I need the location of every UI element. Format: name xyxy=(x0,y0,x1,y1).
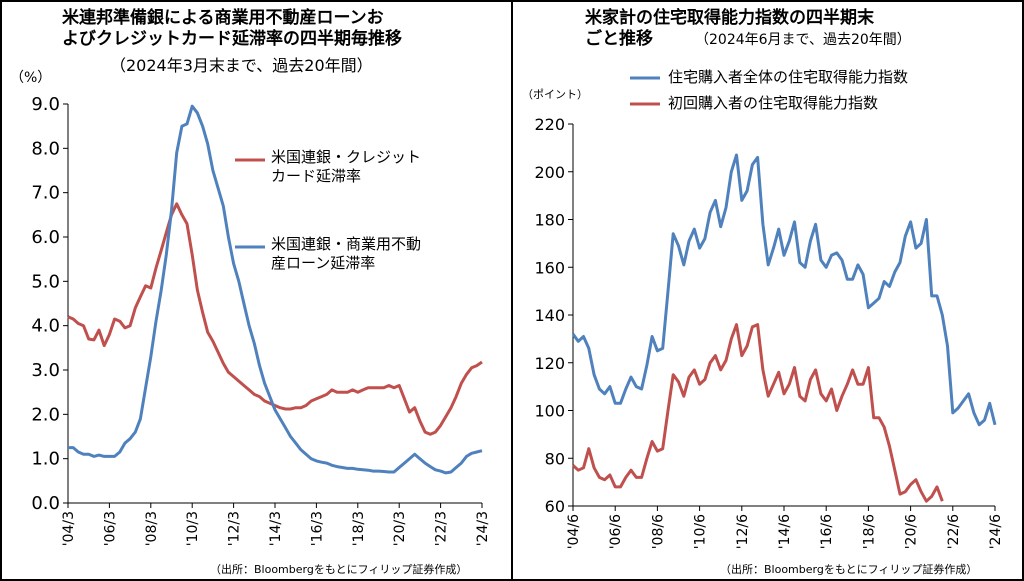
y-tick-label: 140 xyxy=(534,306,565,325)
y-tick-label: 6.0 xyxy=(31,227,60,248)
source: （出所：Bloombergをもとにフィリップ証券作成） xyxy=(720,563,978,576)
x-tick-label: '06/3 xyxy=(102,511,118,546)
x-tick-label: '20/6 xyxy=(904,514,920,549)
y-axis-label: （%） xyxy=(10,70,52,86)
y-tick-label: 100 xyxy=(534,402,565,421)
y-tick-label: 7.0 xyxy=(31,183,60,204)
x-tick-label: '24/6 xyxy=(988,514,1004,549)
y-tick-label: 3.0 xyxy=(31,360,60,381)
y-tick-label: 4.0 xyxy=(31,316,60,337)
x-tick-label: '14/3 xyxy=(268,511,284,546)
y-tick-label: 0.0 xyxy=(31,493,60,514)
y-axis-label: （ポイント） xyxy=(522,88,588,101)
series-line xyxy=(571,153,997,427)
x-tick-label: '22/6 xyxy=(946,514,962,549)
y-tick-label: 120 xyxy=(534,354,565,373)
chart-title: 米連邦準備銀による商業用不動産ローンお よびクレジットカード延滞率の四半期毎推移 xyxy=(62,8,402,50)
y-tick-label: 80 xyxy=(545,449,565,468)
y-tick-label: 220 xyxy=(534,115,565,134)
y-tick-label: 160 xyxy=(534,258,565,277)
x-tick-label: '10/3 xyxy=(185,511,201,546)
x-tick-label: '24/3 xyxy=(475,511,491,546)
x-tick-label: '04/3 xyxy=(61,511,77,546)
series-line xyxy=(571,323,944,503)
x-tick-label: '12/6 xyxy=(735,514,751,549)
x-tick-label: '22/3 xyxy=(434,511,450,546)
legend-label: 初回購入者の住宅取得能力指数 xyxy=(668,94,879,112)
x-tick-label: '14/6 xyxy=(777,514,793,549)
x-tick-label: '18/6 xyxy=(861,514,877,549)
series-line xyxy=(68,104,483,475)
y-tick-label: 1.0 xyxy=(31,449,60,470)
x-tick-label: '20/3 xyxy=(392,511,408,546)
x-tick-label: '06/6 xyxy=(608,514,624,549)
x-tick-label: '16/3 xyxy=(309,511,325,546)
legend-label: 米国連銀・商業用不動 産ローン延滞率 xyxy=(271,235,422,272)
y-tick-label: 180 xyxy=(534,211,565,230)
y-tick-label: 2.0 xyxy=(31,404,60,425)
x-tick-label: '10/6 xyxy=(693,514,709,549)
chart-title: 米家計の住宅取得能力指数の四半期末 ごと推移 xyxy=(585,8,874,50)
y-tick-label: 8.0 xyxy=(31,138,60,159)
y-tick-label: 9.0 xyxy=(31,94,60,115)
chart-subtitle: （2024年3月末まで、過去20年間） xyxy=(110,56,373,75)
x-tick-label: '12/3 xyxy=(227,511,243,546)
y-tick-label: 200 xyxy=(534,163,565,182)
y-tick-label: 60 xyxy=(545,497,565,516)
x-tick-label: '18/3 xyxy=(351,511,367,546)
legend-label: 米国連銀・クレジット カード延滞率 xyxy=(271,148,422,185)
x-tick-label: '08/3 xyxy=(144,511,160,546)
x-tick-label: '08/6 xyxy=(650,514,666,549)
source: （出所：Bloombergをもとにフィリップ証券作成） xyxy=(210,563,468,576)
legend-label: 住宅購入者全体の住宅取得能力指数 xyxy=(668,68,909,86)
chart-subtitle: （2024年6月まで、過去20年間） xyxy=(695,32,911,48)
x-tick-label: '04/6 xyxy=(566,514,582,549)
y-tick-label: 5.0 xyxy=(31,271,60,292)
x-tick-label: '16/6 xyxy=(819,514,835,549)
series-line xyxy=(67,202,483,436)
